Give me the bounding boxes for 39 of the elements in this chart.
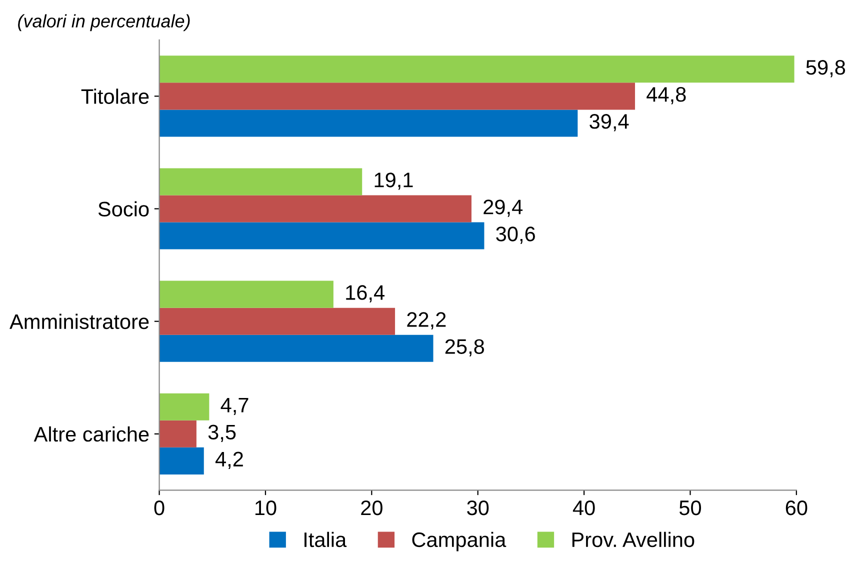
y-tick-label: Amministratore — [10, 314, 149, 330]
x-tick-label: 40 — [572, 500, 595, 516]
x-tick-label: 60 — [786, 500, 808, 516]
legend-label: Italia — [304, 532, 347, 548]
data-label: 39,4 — [590, 114, 629, 132]
bar — [159, 447, 204, 474]
data-label: 4,7 — [220, 398, 248, 415]
chart-subtitle: (valori in percentuale) — [18, 14, 190, 32]
bar — [159, 168, 362, 196]
bar — [159, 280, 334, 308]
data-label: 25,8 — [445, 339, 484, 356]
data-label: 22,2 — [407, 312, 446, 330]
data-label: 16,4 — [346, 285, 384, 302]
bar — [159, 195, 472, 222]
data-label: 4,2 — [215, 452, 243, 469]
bar — [159, 420, 196, 448]
bar — [159, 334, 434, 362]
data-label: 59,8 — [806, 60, 846, 78]
data-label: 30,6 — [496, 226, 535, 244]
legend-label: Prov. Avellino — [572, 532, 694, 548]
data-label: 19,1 — [374, 172, 413, 190]
bar — [159, 82, 636, 110]
bar — [159, 110, 578, 137]
y-tick-label: Socio — [98, 201, 149, 217]
data-label: 3,5 — [208, 424, 236, 442]
x-tick-label: 30 — [467, 500, 489, 516]
y-tick-label: Titolare — [81, 88, 149, 104]
bar — [159, 56, 794, 83]
bar — [159, 393, 210, 420]
legend-label: Campania — [412, 532, 506, 552]
bar — [159, 308, 396, 335]
x-tick-label: 50 — [679, 500, 702, 516]
x-tick-label: 0 — [154, 500, 164, 516]
data-label: 29,4 — [484, 200, 523, 217]
data-label: 44,8 — [646, 87, 686, 104]
y-tick-label: Altre cariche — [34, 426, 149, 442]
bar — [159, 222, 484, 250]
x-tick-label: 20 — [361, 500, 382, 516]
x-tick-label: 10 — [255, 500, 276, 516]
